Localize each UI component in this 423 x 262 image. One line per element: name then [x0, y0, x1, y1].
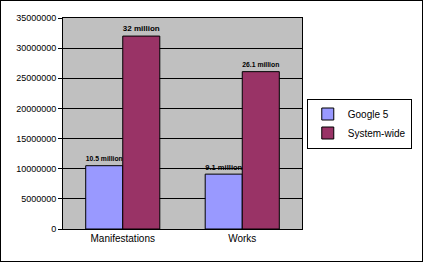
svg-text:10.5 million: 10.5 million: [86, 155, 123, 162]
svg-text:Google 5: Google 5: [348, 109, 389, 120]
svg-text:26.1 million: 26.1 million: [242, 61, 279, 68]
svg-text:10000000: 10000000: [16, 164, 56, 174]
svg-text:9.1 million: 9.1 million: [205, 163, 242, 172]
svg-text:5000000: 5000000: [21, 194, 56, 204]
svg-text:20000000: 20000000: [16, 104, 56, 114]
svg-text:Works: Works: [228, 233, 256, 244]
svg-text:0: 0: [51, 224, 56, 234]
svg-text:30000000: 30000000: [16, 43, 56, 53]
svg-text:System-wide: System-wide: [348, 128, 406, 139]
svg-text:15000000: 15000000: [16, 134, 56, 144]
svg-text:Manifestations: Manifestations: [91, 233, 155, 244]
svg-text:32 million: 32 million: [123, 24, 160, 33]
svg-text:25000000: 25000000: [16, 73, 56, 83]
svg-text:35000000: 35000000: [16, 13, 56, 23]
